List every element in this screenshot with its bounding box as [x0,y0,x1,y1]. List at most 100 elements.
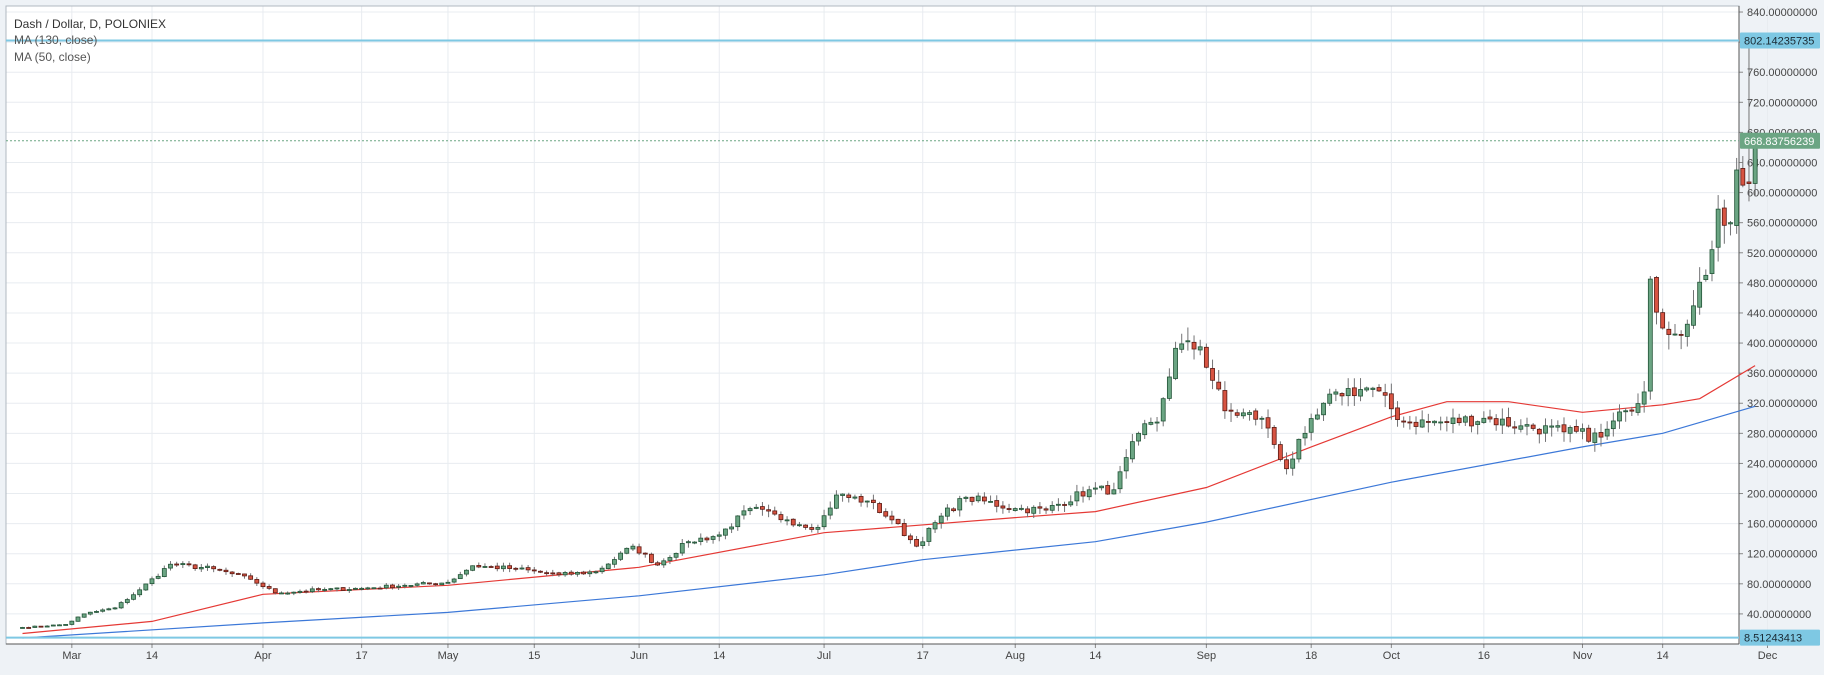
y-tick-label: 720.00000000 [1747,97,1817,109]
candle-up [1450,417,1456,424]
candle-down [1401,420,1407,423]
candle-up [1166,376,1172,399]
candle-down [766,509,771,512]
candle-down [217,568,223,571]
candle-up [143,583,149,591]
candle-down [538,570,543,573]
candle-up [716,534,722,537]
x-tick-label: 18 [1305,650,1317,662]
candle-down [895,518,901,525]
candle-up [1691,305,1696,326]
candle-down [581,571,587,575]
candle-down [174,563,180,566]
candle-down [235,573,241,575]
candle-up [20,627,25,629]
candle-down [507,565,513,569]
candle-up [131,594,136,600]
candle-down [649,553,654,563]
candle-up [346,589,352,592]
legend-ma130: MA (130, close) [14,33,97,47]
candle-down [1271,426,1277,445]
candle-down [260,582,266,588]
candle-up [1086,489,1092,498]
candle-down [1506,417,1511,427]
candle-down [908,535,913,541]
candle-down [1444,421,1450,423]
candle-down [1376,387,1382,392]
candle-down [494,565,500,570]
candle-up [1173,347,1178,379]
candle-up [396,585,402,588]
candle-down [254,579,260,584]
candle-down [1746,181,1752,184]
candle-up [353,587,358,590]
candle-down [1660,312,1666,329]
y-tick-label: 560.00000000 [1747,218,1817,230]
candle-up [75,616,81,622]
x-tick-label: 14 [713,650,725,662]
candle-up [1364,387,1370,391]
candle-down [556,572,562,576]
candle-up [1148,421,1154,425]
candle-up [168,563,173,569]
candle-down [1425,421,1431,423]
candle-up [1154,421,1160,424]
candle-down [803,524,808,528]
candle-up [1259,417,1265,420]
candle-up [69,620,75,625]
candle-up [291,591,297,594]
candle-up [44,625,50,628]
plot-area[interactable] [6,6,1739,644]
price-badges: 802.14235735 8.51243413 668.83756239 [1740,32,1820,646]
candle-up [359,587,365,590]
candle-up [81,613,87,618]
last-price-badge [1740,132,1820,149]
candle-up [618,552,624,560]
candle-up [1247,412,1252,415]
horizontal-lines[interactable] [6,39,1739,639]
candle-down [377,587,383,590]
candle-up [63,624,69,626]
candle-down [476,565,482,568]
candle-down [242,573,247,577]
candle-up [1345,388,1351,397]
candle-down [272,588,278,594]
candle-up [1475,421,1481,425]
candle-up [753,506,759,509]
candle-up [1641,391,1647,405]
candle-down [1666,328,1672,335]
candle-up [1136,432,1141,442]
x-tick-label: 17 [917,650,929,662]
candle-down [513,567,519,570]
candle-down [1456,417,1462,424]
candle-down [544,572,550,575]
hline-badge-label: 8.51243413 [1744,633,1802,645]
candle-up [1302,432,1308,439]
candle-down [704,537,710,541]
candle-up [864,500,870,503]
grid [5,5,1768,645]
candle-down [1740,168,1746,186]
candle-down [266,586,272,589]
candle-up [1111,489,1117,495]
candle-up [1185,340,1191,343]
candle-up [118,602,124,609]
legend: Dash / Dollar, D, POLONIEX MA (130, clos… [14,17,166,64]
candle-up [100,609,106,612]
candle-up [451,578,457,583]
candle-up [1012,508,1018,511]
candle-down [1203,346,1209,368]
candle-up [1179,343,1185,350]
candle-up [1018,507,1024,510]
candle-down [211,566,217,570]
candle-up [457,574,463,580]
candle-up [661,560,667,566]
x-tick-label: 15 [528,650,540,662]
candle-down [525,567,531,571]
candle-up [1610,420,1616,430]
y-tick-label: 320.00000000 [1747,398,1817,410]
x-tick-label: 14 [146,650,158,662]
candle-up [723,528,728,536]
candle-up [1333,391,1339,395]
